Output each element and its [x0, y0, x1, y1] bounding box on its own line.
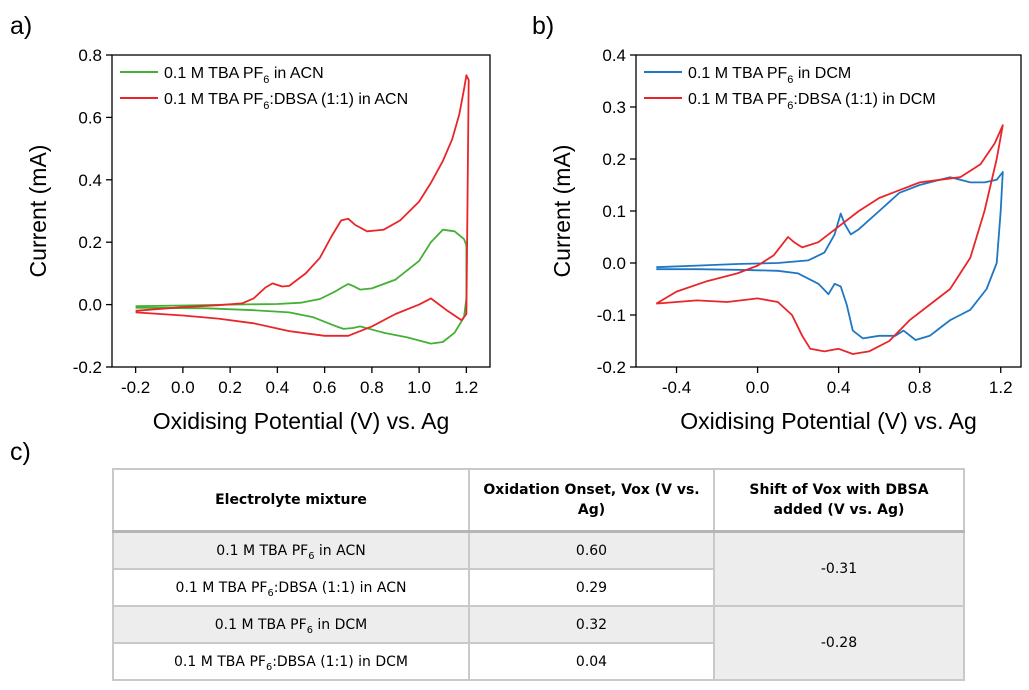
plot-frame — [111, 54, 491, 368]
mixture-cell: 0.1 M TBA PF6:DBSA (1:1) in ACN — [112, 568, 470, 607]
onset-cell: 0.29 — [468, 568, 715, 607]
header-shift-of-vox: Shift of Vox with DBSA added (V vs. Ag) — [713, 468, 965, 533]
chart-a: -0.2 0.0 0.2 0.4 0.6 0.8 1.0 1.2 -0.2 0.0 0.2 0.4 0.… — [25, 46, 491, 434]
onset-cell: 0.60 — [468, 530, 715, 570]
x-tick-label: 0.0 — [171, 378, 195, 397]
x-tick-label: 0.2 — [218, 378, 242, 397]
shift-cell: -0.31 — [713, 530, 965, 607]
y-tick-label: 0.4 — [78, 171, 102, 190]
panel-label-c: c) — [10, 438, 31, 466]
summary-table-wrapper: Electrolyte mixture Oxidation Onset, Vox… — [112, 468, 965, 690]
x-tick-label: 0.8 — [360, 378, 384, 397]
chart-b: -0.4 0.0 0.4 0.8 1.2 -0.2 -0.1 0.0 0.1 0.2 0.3 0.4 O… — [549, 46, 1022, 434]
y-tick-label: 0.4 — [602, 46, 626, 65]
y-tick-label: 0.2 — [78, 233, 102, 252]
x-tick-label: 0.0 — [746, 378, 770, 397]
x-tick-label: 0.6 — [313, 378, 337, 397]
legend-entry: 0.1 M TBA PF6:DBSA (1:1) in ACN — [164, 91, 408, 112]
x-axis-label: Oxidising Potential (V) vs. Ag — [680, 408, 977, 434]
y-tick-label: 0.0 — [78, 296, 102, 315]
summary-table: Electrolyte mixture Oxidation Onset, Vox… — [112, 468, 965, 681]
series-line — [135, 74, 470, 337]
y-axis-label: Current (mA) — [549, 145, 575, 278]
x-axis-label: Oxidising Potential (V) vs. Ag — [153, 408, 450, 434]
y-tick-label: -0.1 — [597, 306, 626, 325]
onset-cell: 0.04 — [468, 642, 715, 681]
series-line — [655, 124, 1004, 355]
y-tick-label: 0.0 — [602, 254, 626, 273]
legend-entry: 0.1 M TBA PF6 in ACN — [164, 65, 324, 86]
y-tick-label: 0.6 — [78, 108, 102, 127]
mixture-cell: 0.1 M TBA PF6 in DCM — [112, 605, 470, 644]
x-tick-label: -0.4 — [662, 378, 691, 397]
shift-cell: -0.28 — [713, 605, 965, 681]
y-tick-label: -0.2 — [597, 358, 626, 377]
x-tick-label: 0.4 — [827, 378, 851, 397]
legend-entry: 0.1 M TBA PF6 in DCM — [688, 65, 851, 86]
table-row: 0.1 M TBA PF6 in ACN 0.60 -0.31 — [112, 530, 965, 607]
x-tick-label: 1.0 — [407, 378, 431, 397]
y-tick-label: 0.8 — [78, 46, 102, 65]
legend-entry: 0.1 M TBA PF6:DBSA (1:1) in DCM — [688, 91, 936, 112]
panel-label-b: b) — [532, 12, 555, 40]
header-electrolyte-mixture: Electrolyte mixture — [112, 468, 470, 533]
table-header-row: Electrolyte mixture Oxidation Onset, Vox… — [112, 468, 965, 533]
x-tick-label: 1.2 — [989, 378, 1013, 397]
y-tick-label: 0.3 — [602, 98, 626, 117]
x-tick-label: 1.2 — [455, 378, 479, 397]
mixture-cell: 0.1 M TBA PF6:DBSA (1:1) in DCM — [112, 642, 470, 681]
series-line — [135, 228, 468, 345]
x-tick-label: 0.4 — [266, 378, 290, 397]
y-tick-label: 0.1 — [602, 202, 626, 221]
y-tick-label: -0.2 — [73, 358, 102, 377]
panel-label-a: a) — [10, 12, 33, 40]
charts-canvas: -0.2 0.0 0.2 0.4 0.6 0.8 1.0 1.2 -0.2 0.0 0.2 0.4 0.… — [25, 46, 1022, 434]
header-oxidation-onset: Oxidation Onset, Vox (V vs. Ag) — [468, 468, 715, 533]
table-row: 0.1 M TBA PF6:DBSA (1:1) in DCM 0.04 — [112, 642, 964, 681]
mixture-cell: 0.1 M TBA PF6 in ACN — [112, 530, 470, 570]
table-row: 0.1 M TBA PF6 in DCM 0.32 -0.28 — [112, 605, 965, 681]
onset-cell: 0.32 — [468, 605, 715, 644]
x-tick-label: 0.8 — [908, 378, 932, 397]
series-line — [656, 171, 1004, 341]
table-row: 0.1 M TBA PF6:DBSA (1:1) in ACN 0.29 — [112, 568, 964, 607]
y-tick-label: 0.2 — [602, 150, 626, 169]
y-axis-label: Current (mA) — [25, 145, 51, 278]
x-tick-label: -0.2 — [121, 378, 150, 397]
